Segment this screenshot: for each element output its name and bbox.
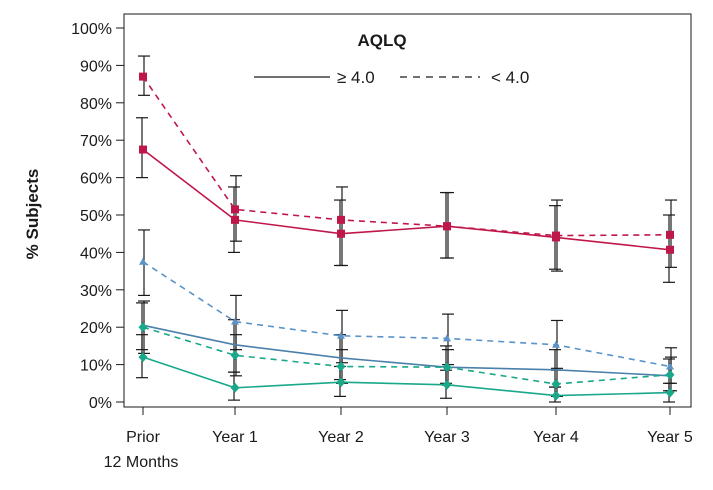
data-point — [442, 379, 452, 390]
legend-label: < 4.0 — [491, 68, 529, 87]
y-tick-label: 70% — [80, 133, 112, 150]
x-tick-label: Year 5 — [647, 429, 693, 446]
y-tick-label: 100% — [71, 21, 112, 38]
x-tick-label: Year 2 — [318, 429, 364, 446]
y-tick-label: 40% — [80, 245, 112, 262]
y-tick-label: 20% — [80, 320, 112, 337]
series-line-blue-solid — [142, 324, 671, 377]
x-axis: Prior 12 Months Year 1 Year 2 Year 3 Year 4 Ye… — [104, 407, 693, 471]
data-point — [666, 245, 674, 254]
plot-frame — [123, 13, 692, 408]
y-tick-label: 80% — [80, 96, 112, 113]
y-axis: 0% 10% 20% 30% 40% 50% 60% 70% 80% 90% 100% — [71, 21, 124, 412]
series-line-crimson-dashed — [142, 76, 671, 237]
data-point — [665, 369, 675, 380]
x-tick-label: Year 3 — [424, 429, 470, 446]
data-point — [337, 331, 345, 339]
y-tick-label: 0% — [89, 395, 112, 412]
y-tick-label: 50% — [80, 208, 112, 225]
data-point — [665, 387, 675, 398]
data-point — [551, 379, 561, 390]
y-tick-label: 60% — [80, 171, 112, 188]
series-line-green-dashed — [142, 326, 671, 385]
data-point — [138, 352, 148, 363]
y-tick-label: 90% — [80, 58, 112, 75]
data-point — [666, 362, 674, 370]
legend: ≥ 4.0 < 4.0 — [254, 68, 529, 87]
x-tick-label: Prior — [126, 429, 160, 446]
series-layer — [136, 55, 677, 403]
y-tick-label: 10% — [80, 358, 112, 375]
data-point — [230, 350, 240, 361]
data-point — [552, 231, 560, 240]
x-tick-label: 12 Months — [104, 454, 179, 471]
data-point — [139, 257, 147, 265]
series-line-green-solid — [142, 356, 671, 397]
series-line-crimson-solid — [142, 148, 671, 251]
data-point — [230, 382, 240, 393]
data-point — [231, 205, 239, 214]
data-point — [138, 322, 148, 333]
legend-label: ≥ 4.0 — [337, 68, 375, 87]
data-point — [442, 362, 452, 373]
data-point — [551, 390, 561, 401]
y-tick-label: 30% — [80, 283, 112, 300]
data-point — [336, 377, 346, 388]
chart-title: AQLQ — [357, 31, 406, 50]
data-point — [139, 145, 147, 154]
x-tick-label: Year 1 — [212, 429, 258, 446]
data-point — [337, 215, 345, 224]
data-point — [443, 222, 451, 231]
data-point — [139, 72, 147, 81]
y-axis-label: % Subjects — [23, 169, 42, 260]
data-point — [552, 340, 560, 348]
data-point — [231, 317, 239, 325]
data-point — [231, 215, 239, 224]
data-point — [666, 230, 674, 239]
x-tick-label: Year 4 — [533, 429, 579, 446]
data-point — [443, 334, 451, 342]
data-point — [336, 361, 346, 372]
series-line-blue-dashed — [142, 261, 671, 368]
data-point — [337, 229, 345, 238]
